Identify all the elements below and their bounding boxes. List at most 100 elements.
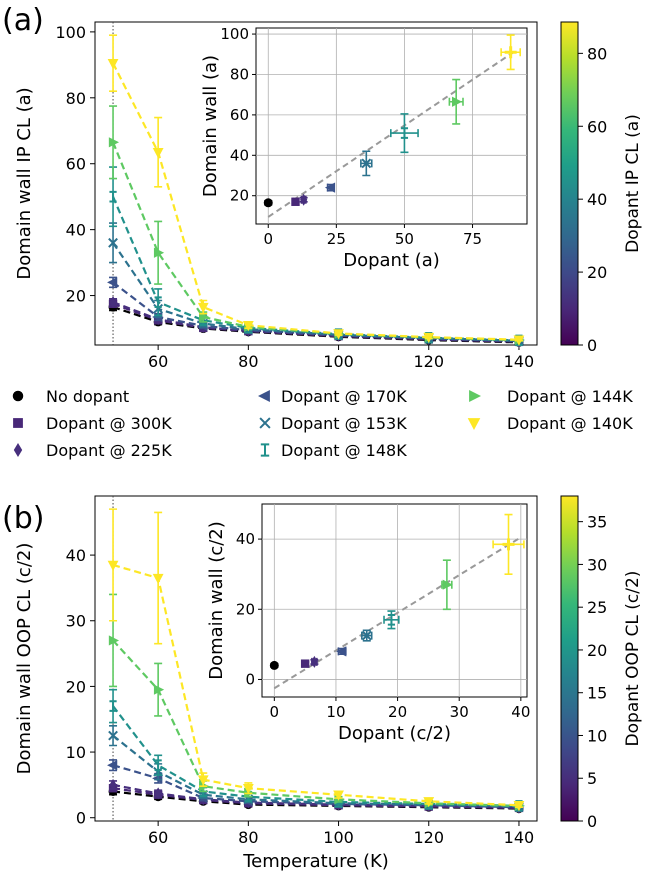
data-point-a-3-0 xyxy=(107,277,118,288)
y-tick-label-b-40: 40 xyxy=(66,546,86,565)
inset-y-tick-label-a-20: 20 xyxy=(230,187,249,205)
inset-point-a-5 xyxy=(400,127,409,139)
colorbar-a: 0 20 40 60 80 Dopant IP CL (a) xyxy=(560,21,643,355)
inset-point-a-2 xyxy=(300,193,308,206)
inset-plot-b: 0 10 20 30 40 0 20 40 Dopant (c/2) Domain wall (c… xyxy=(206,503,530,744)
colorbar-label-a: Dopant IP CL (a) xyxy=(623,114,643,253)
legend-label-4: Dopant @ 153K xyxy=(281,414,407,433)
inset-point-a-6 xyxy=(451,96,463,107)
y-tick-label-a-20: 20 xyxy=(66,287,86,306)
inset-frame-b xyxy=(261,503,528,698)
data-point-b-2-0 xyxy=(109,778,117,791)
inset-x-tick-label-a-25: 25 xyxy=(327,230,346,248)
legend-item-5: Dopant @ 148K xyxy=(260,441,407,460)
legend-marker-5 xyxy=(260,443,270,457)
inset-x-tick-label-b-10: 10 xyxy=(326,703,345,721)
inset-point-b-6 xyxy=(442,579,453,590)
colorbar-tick-label-a-0: 0 xyxy=(587,336,597,355)
colorbar-tick-label-b-15: 15 xyxy=(587,684,607,703)
x-tick-label-a-100: 100 xyxy=(323,352,354,371)
data-point-b-7-6 xyxy=(513,801,525,812)
colorbar-tick-label-b-25: 25 xyxy=(587,598,607,617)
data-point-b-3-0 xyxy=(107,760,118,771)
inset-point-b-5 xyxy=(387,614,396,626)
data-point-a-2-0 xyxy=(109,296,117,309)
inset-point-a-3 xyxy=(324,182,336,193)
legend-item-1: Dopant @ 300K xyxy=(13,414,172,433)
data-point-a-5-0 xyxy=(109,190,117,203)
series-b-7 xyxy=(107,508,525,812)
inset-point-b-7 xyxy=(502,538,515,551)
colorbar-tick-label-b-30: 30 xyxy=(587,555,607,574)
data-point-b-7-4 xyxy=(333,790,344,801)
series-line-a-4 xyxy=(112,242,519,342)
data-point-b-4-0 xyxy=(108,730,118,741)
data-point-a-6-1 xyxy=(153,247,165,258)
y-tick-label-b-0: 0 xyxy=(76,809,86,828)
data-point-a-5-1 xyxy=(154,296,162,308)
inset-point-b-3 xyxy=(336,646,347,657)
data-point-a-7-4 xyxy=(333,329,344,340)
x-axis-label-b: Temperature (K) xyxy=(242,851,389,872)
x-tick-label-b-100: 100 xyxy=(323,828,354,847)
inset-y-tick-label-a-100: 100 xyxy=(220,25,249,43)
legend-marker-0 xyxy=(12,390,24,402)
colorbar-b: 0 5 10 15 20 25 30 35 Dopant OOP CL (c/2) xyxy=(560,495,643,831)
x-tick-label-a-120: 120 xyxy=(413,352,444,371)
inset-y-tick-label-b-0: 0 xyxy=(245,670,255,688)
inset-point-b-0 xyxy=(269,660,279,670)
colorbar-label-b: Dopant OOP CL (c/2) xyxy=(623,571,643,747)
x-tick-label-b-140: 140 xyxy=(504,828,535,847)
inset-frame-a xyxy=(255,27,528,225)
legend-item-0: No dopant xyxy=(12,387,129,406)
inset-x-tick-label-a-0: 0 xyxy=(263,230,273,248)
axes-frame-a xyxy=(94,21,538,346)
y-tick-label-b-30: 30 xyxy=(66,612,86,631)
inset-point-b-1 xyxy=(300,659,310,668)
inset-x-tick-label-a-75: 75 xyxy=(463,230,482,248)
inset-y-tick-label-a-40: 40 xyxy=(230,146,249,164)
inset-y-tick-label-a-80: 80 xyxy=(230,65,249,83)
colorbar-tick-label-a-20: 20 xyxy=(587,263,607,282)
x-tick-label-b-60: 60 xyxy=(148,828,168,847)
legend-marker-2 xyxy=(13,443,23,457)
y-tick-label-a-40: 40 xyxy=(66,221,86,240)
colorbar-tick-label-b-0: 0 xyxy=(587,812,597,831)
data-point-a-4-0 xyxy=(108,237,118,248)
data-point-b-7-1 xyxy=(152,573,164,585)
inset-x-tick-label-a-50: 50 xyxy=(395,230,414,248)
legend-label-6: Dopant @ 144K xyxy=(507,387,633,406)
data-point-a-7-5 xyxy=(423,332,435,344)
series-line-a-2 xyxy=(112,301,519,343)
inset-point-a-0 xyxy=(263,198,273,208)
legend-item-2: Dopant @ 225K xyxy=(13,441,172,460)
data-point-a-7-6 xyxy=(513,335,525,346)
inset-x-label-a: Dopant (a) xyxy=(343,250,440,271)
legend-marker-4 xyxy=(259,417,271,429)
series-line-b-3 xyxy=(112,764,519,809)
legend-label-2: Dopant @ 225K xyxy=(46,441,172,460)
inset-point-a-1 xyxy=(291,197,300,206)
y-axis-label-a: Domain wall IP CL (a) xyxy=(14,87,35,279)
x-tick-label-a-140: 140 xyxy=(504,352,535,371)
x-tick-label-b-80: 80 xyxy=(238,828,258,847)
inset-y-tick-label-b-20: 20 xyxy=(236,600,255,618)
x-tick-label-a-80: 80 xyxy=(238,352,258,371)
y-axis-label-b: Domain wall OOP CL (c/2) xyxy=(14,543,35,775)
data-point-b-7-3 xyxy=(242,783,254,795)
legend-label-7: Dopant @ 140K xyxy=(507,414,633,433)
legend-marker-7 xyxy=(467,418,481,430)
inset-point-b-2 xyxy=(310,655,318,668)
inset-y-label-b: Domain wall (c/2) xyxy=(206,521,227,680)
colorbar-tick-label-b-10: 10 xyxy=(587,726,607,745)
legend-item-7: Dopant @ 140K xyxy=(467,414,633,433)
data-point-a-7-2 xyxy=(197,302,209,314)
legend-item-4: Dopant @ 153K xyxy=(259,414,407,433)
series-a-4 xyxy=(108,222,524,346)
data-point-b-7-0 xyxy=(107,560,119,571)
inset-x-tick-label-b-30: 30 xyxy=(450,703,469,721)
data-point-b-5-0 xyxy=(109,700,117,712)
plot-a: 60 80 100 120 140 20 40 60 80 100 Domain wall IP C… xyxy=(14,21,538,371)
data-point-b-7-5 xyxy=(423,797,435,808)
